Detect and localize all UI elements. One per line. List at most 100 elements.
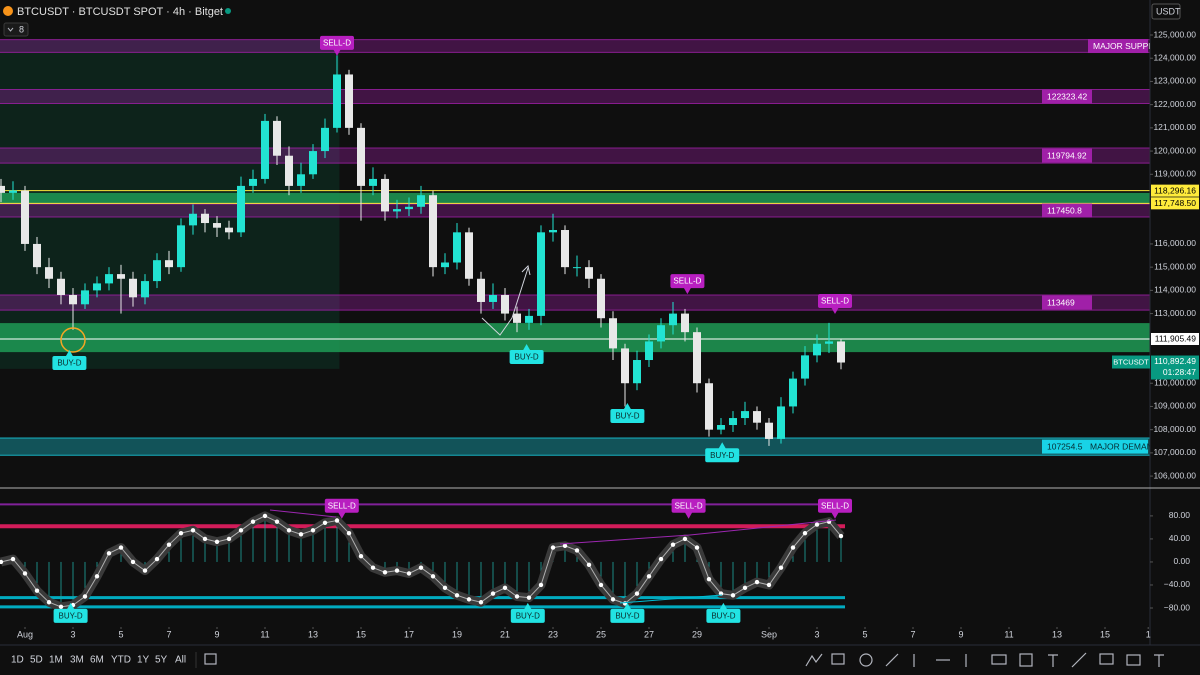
candle-body — [81, 290, 90, 305]
y-tick-label: 125,000.00 — [1153, 29, 1196, 39]
range-button[interactable]: 1Y — [137, 655, 150, 666]
x-tick-label: 3 — [814, 629, 819, 639]
signal-label: SELL-D — [673, 277, 701, 286]
currency-label: USDT — [1156, 6, 1181, 16]
level-axis-label: 111,905.49 — [1155, 334, 1197, 344]
date-range-button[interactable] — [204, 653, 217, 665]
candle-body — [753, 411, 762, 423]
y-tick-label: 115,000.00 — [1154, 261, 1196, 271]
zone-label: 122323.42 — [1047, 91, 1087, 101]
range-button[interactable]: 5Y — [155, 655, 168, 666]
y-tick-label: 114,000.00 — [1154, 285, 1196, 295]
candle-body — [513, 313, 522, 323]
osc-dot — [658, 556, 664, 562]
y-tick-label: 80.00 — [1169, 510, 1191, 520]
osc-dot — [382, 570, 388, 575]
signal-box — [818, 498, 853, 513]
tool-icon[interactable] — [885, 653, 899, 667]
osc-dot — [346, 530, 352, 536]
signal-box — [53, 608, 88, 623]
candle-body — [453, 232, 462, 263]
signal-box — [706, 608, 741, 623]
signal-label: SELL-D — [323, 39, 351, 48]
osc-dot — [22, 571, 28, 576]
signal-pointer — [337, 511, 346, 519]
x-tick-label: 15 — [1100, 629, 1110, 639]
osc-dot — [742, 585, 748, 591]
osc-dot — [322, 520, 328, 526]
tool-icon[interactable] — [1048, 654, 1058, 667]
range-button[interactable]: 1M — [49, 655, 63, 666]
range-button[interactable]: 3M — [70, 655, 84, 666]
candle-body — [693, 332, 702, 384]
tool-icon[interactable] — [805, 653, 823, 667]
candle-body — [441, 262, 450, 268]
osc-dot — [754, 579, 760, 585]
signal-pointer — [623, 402, 632, 410]
calendar-icon — [204, 653, 217, 665]
candle-body — [357, 127, 366, 186]
candle-body — [705, 383, 714, 430]
osc-dot — [142, 568, 148, 573]
candle-body — [405, 206, 414, 210]
signal-pointer — [831, 307, 840, 315]
tool-icon[interactable] — [1126, 654, 1141, 666]
tool-icon[interactable] — [1019, 653, 1033, 667]
signal-pointer — [684, 511, 693, 519]
zone-label: MAJOR SUPPLY — [1093, 41, 1158, 51]
osc-dot — [478, 600, 484, 605]
y-tick-label: 110,000.00 — [1154, 377, 1196, 387]
osc-dot — [118, 545, 124, 550]
osc-dot — [358, 553, 364, 559]
range-button[interactable]: 1D — [11, 655, 24, 666]
candle-body — [477, 278, 486, 302]
candle-body — [321, 127, 330, 152]
signal-box — [510, 608, 545, 623]
osc-dot — [526, 595, 532, 600]
candle-body — [345, 74, 354, 128]
y-tick-label: 119,000.00 — [1154, 169, 1196, 179]
zone — [0, 295, 1150, 311]
candle-body — [237, 185, 246, 233]
osc-dot — [430, 574, 436, 579]
signal-box — [671, 498, 706, 513]
candle-body — [285, 155, 294, 186]
tool-icon[interactable] — [1071, 652, 1087, 668]
signal-box — [52, 356, 87, 371]
osc-dot — [682, 536, 688, 542]
tool-icon[interactable] — [1154, 654, 1164, 667]
candle-body — [609, 318, 618, 349]
symbol-icon — [3, 6, 13, 16]
range-button[interactable]: YTD — [111, 655, 131, 666]
osc-dot — [250, 519, 256, 524]
drawn-arrow — [481, 267, 529, 336]
zone-note: MAJOR DEMAND — [1090, 441, 1159, 451]
tool-icon[interactable] — [831, 653, 845, 665]
tool-icon[interactable] — [859, 653, 873, 667]
x-tick-label: 9 — [958, 629, 963, 639]
zone-label-box — [1042, 148, 1092, 163]
tool-icon[interactable] — [991, 654, 1007, 665]
osc-dot — [0, 559, 4, 565]
y-tick-label: 121,000.00 — [1153, 122, 1196, 132]
x-tick-label: 11 — [1004, 629, 1013, 639]
range-button[interactable]: All — [175, 655, 186, 666]
osc-dot — [778, 565, 784, 570]
tool-icon[interactable] — [1099, 653, 1114, 665]
osc-dot — [298, 532, 304, 537]
candle-body — [273, 120, 282, 156]
osc-dot — [454, 593, 460, 598]
candle-body — [465, 232, 474, 279]
signal-label: BUY-D — [515, 353, 539, 362]
range-button[interactable]: 6M — [90, 655, 104, 666]
indicators-toggle[interactable] — [3, 22, 29, 37]
drawing-tools — [805, 652, 1164, 668]
osc-dot — [406, 571, 412, 576]
signal-label: BUY-D — [57, 359, 81, 368]
osc-dot — [94, 574, 100, 579]
x-tick-label: 1 — [1146, 629, 1151, 639]
y-tick-label: −40.00 — [1164, 579, 1191, 589]
zone — [0, 39, 1150, 53]
range-button[interactable]: 5D — [30, 655, 43, 666]
currency-box[interactable] — [1151, 3, 1181, 20]
